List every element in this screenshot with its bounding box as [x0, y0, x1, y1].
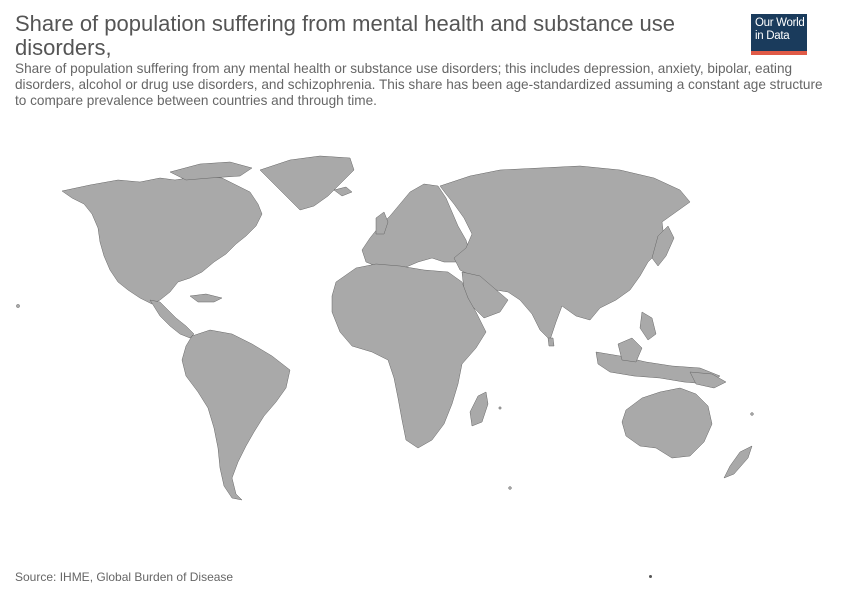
map-region-iceland[interactable] [333, 186, 353, 197]
logo-line-1: Our World [755, 17, 805, 29]
map-region-small-island-mascarene[interactable] [498, 406, 502, 410]
map-region-borneo[interactable] [617, 337, 643, 363]
map-region-small-island-south-atlantic[interactable] [508, 486, 512, 490]
chart-subtitle: Share of population suffering from any m… [15, 61, 823, 108]
map-region-australia[interactable] [621, 387, 713, 459]
map-region-caribbean[interactable] [189, 293, 223, 303]
map-region-africa[interactable] [331, 263, 487, 449]
map-region-japan[interactable] [651, 225, 675, 267]
map-region-south-america[interactable] [181, 329, 291, 501]
chart-title: Share of population suffering from menta… [15, 11, 676, 60]
map-region-papua[interactable] [689, 371, 727, 389]
map-region-north-america[interactable] [61, 175, 263, 305]
logo-line-2: in Data [755, 30, 790, 42]
map-region-small-island-hawaii[interactable] [16, 304, 20, 308]
map-region-new-zealand[interactable] [723, 445, 753, 479]
map-region-greenland[interactable] [259, 155, 355, 211]
map-region-british-isles[interactable] [375, 211, 389, 235]
map-region-central-america[interactable] [149, 299, 195, 339]
map-region-philippines[interactable] [639, 311, 657, 341]
timeline-dot [649, 575, 652, 578]
map-region-small-island-pacific[interactable] [750, 412, 754, 416]
map-region-madagascar[interactable] [469, 391, 489, 427]
map-region-arctic-islands[interactable] [169, 161, 253, 181]
source-note: Source: IHME, Global Burden of Disease [15, 570, 234, 584]
world-map[interactable] [0, 140, 850, 510]
map-region-asia[interactable] [439, 165, 691, 341]
our-world-in-data-logo[interactable]: Our World in Data [751, 14, 807, 55]
map-region-sri-lanka[interactable] [547, 337, 555, 347]
